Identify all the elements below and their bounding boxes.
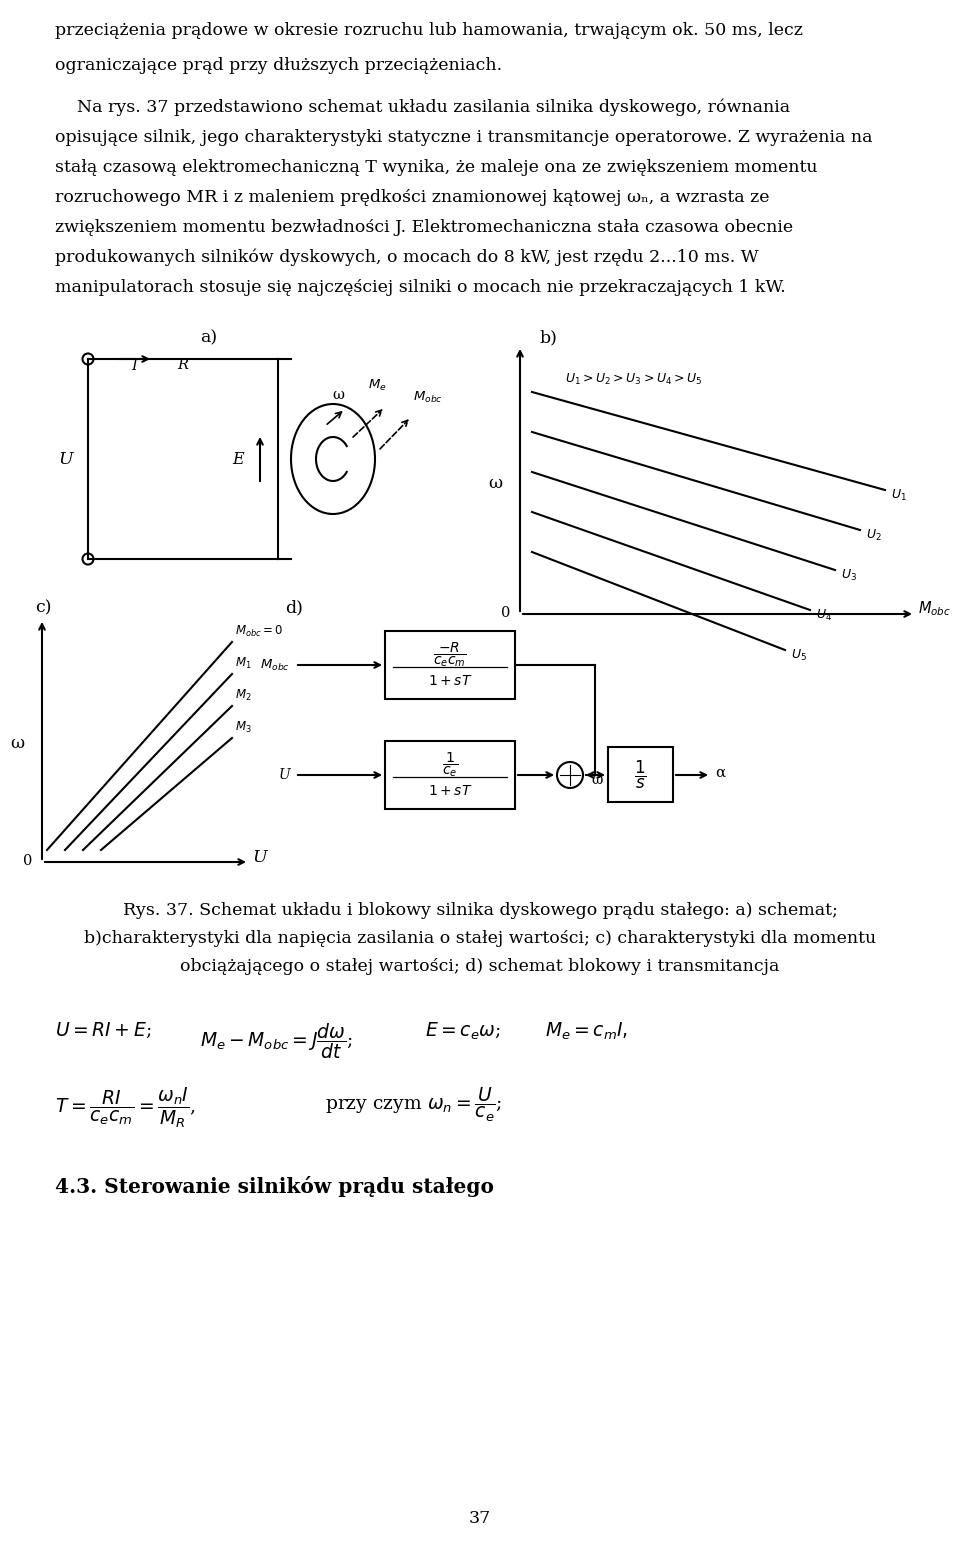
- Text: Rys. 37. Schemat układu i blokowy silnika dyskowego prądu stałego: a) schemat;: Rys. 37. Schemat układu i blokowy silnik…: [123, 903, 837, 920]
- Text: $1+sT$: $1+sT$: [428, 674, 472, 688]
- Text: $M_1$: $M_1$: [235, 656, 252, 671]
- Text: 0: 0: [500, 606, 510, 620]
- Text: I: I: [132, 360, 137, 373]
- Text: obciążającego o stałej wartości; d) schemat blokowy i transmitancja: obciążającego o stałej wartości; d) sche…: [180, 958, 780, 975]
- Text: ω: ω: [488, 475, 502, 492]
- Text: $\dfrac{-R}{c_e c_m}$: $\dfrac{-R}{c_e c_m}$: [433, 640, 467, 670]
- Text: $U_3$: $U_3$: [841, 568, 857, 583]
- Text: 37: 37: [468, 1511, 492, 1528]
- Text: b)charakterystyki dla napięcia zasilania o stałej wartości; c) charakterystyki d: b)charakterystyki dla napięcia zasilania…: [84, 930, 876, 947]
- Text: $U_2$: $U_2$: [866, 528, 881, 543]
- Text: zwiększeniem momentu bezwładności J. Elektromechaniczna stała czasowa obecnie: zwiększeniem momentu bezwładności J. Ele…: [55, 219, 793, 236]
- Text: d): d): [285, 599, 302, 616]
- Text: $T = \dfrac{RI}{c_e c_m} = \dfrac{\omega_n I}{M_R}$,: $T = \dfrac{RI}{c_e c_m} = \dfrac{\omega…: [55, 1086, 196, 1131]
- Text: ω: ω: [10, 736, 24, 753]
- Text: $M_e = c_m I,$: $M_e = c_m I,$: [545, 1021, 628, 1043]
- Text: Na rys. 37 przedstawiono schemat układu zasilania silnika dyskowego, równania: Na rys. 37 przedstawiono schemat układu …: [55, 99, 790, 117]
- Text: manipulatorach stosuje się najczęściej silniki o mocach nie przekraczających 1 k: manipulatorach stosuje się najczęściej s…: [55, 279, 785, 296]
- Text: U: U: [252, 849, 267, 866]
- Bar: [608, 747, 673, 802]
- Text: $E = c_e\omega$;: $E = c_e\omega$;: [425, 1021, 501, 1043]
- Text: przeciążenia prądowe w okresie rozruchu lub hamowania, trwającym ok. 50 ms, lecz: przeciążenia prądowe w okresie rozruchu …: [55, 22, 803, 39]
- Text: opisujące silnik, jego charakterystyki statyczne i transmitancje operatorowe. Z : opisujące silnik, jego charakterystyki s…: [55, 130, 873, 147]
- Text: $M_2$: $M_2$: [235, 688, 252, 704]
- Text: $\dfrac{1}{c_e}$: $\dfrac{1}{c_e}$: [442, 750, 458, 779]
- Text: przy czym $\omega_n = \dfrac{U}{c_e}$;: przy czym $\omega_n = \dfrac{U}{c_e}$;: [325, 1086, 502, 1125]
- Bar: [385, 631, 515, 699]
- Text: produkowanych silników dyskowych, o mocach do 8 kW, jest rzędu 2...10 ms. W: produkowanych silników dyskowych, o moca…: [55, 248, 758, 267]
- Text: ograniczające prąd przy dłuższych przeciążeniach.: ograniczające prąd przy dłuższych przeci…: [55, 57, 502, 74]
- Text: $U_1$: $U_1$: [891, 488, 907, 503]
- Bar: [385, 741, 515, 809]
- Text: $U_5$: $U_5$: [791, 648, 807, 662]
- Text: $M_{obc}=0$: $M_{obc}=0$: [235, 623, 283, 639]
- Text: R: R: [178, 358, 188, 372]
- Text: U: U: [59, 451, 73, 468]
- Text: $U = RI + E$;: $U = RI + E$;: [55, 1021, 152, 1040]
- Text: rozruchowego MR i z maleniem prędkości znamionowej kątowej ωₙ, a wzrasta ze: rozruchowego MR i z maleniem prędkości z…: [55, 188, 770, 207]
- Text: c): c): [35, 599, 52, 616]
- Text: ω: ω: [332, 387, 344, 403]
- Text: a): a): [200, 329, 217, 346]
- Text: $M_{obc}$: $M_{obc}$: [413, 390, 443, 404]
- Text: U: U: [278, 768, 290, 782]
- Text: $\dfrac{1}{s}$: $\dfrac{1}{s}$: [634, 759, 646, 792]
- Text: α: α: [715, 765, 725, 781]
- Text: $M_{obc}$: $M_{obc}$: [260, 657, 290, 673]
- Text: 0: 0: [23, 853, 32, 869]
- Text: $M_{obc}$: $M_{obc}$: [918, 600, 951, 619]
- Text: 4.3. Sterowanie silników prądu stałego: 4.3. Sterowanie silników prądu stałego: [55, 1176, 494, 1197]
- Text: $M_e - M_{obc} = J\dfrac{d\omega}{dt}$;: $M_e - M_{obc} = J\dfrac{d\omega}{dt}$;: [200, 1021, 353, 1062]
- Text: stałą czasową elektromechaniczną T wynika, że maleje ona ze zwiększeniem momentu: stałą czasową elektromechaniczną T wynik…: [55, 159, 818, 176]
- Text: $1+sT$: $1+sT$: [428, 784, 472, 798]
- Text: b): b): [540, 329, 558, 346]
- Text: $U_1>U_2>U_3>U_4>U_5$: $U_1>U_2>U_3>U_4>U_5$: [565, 372, 703, 387]
- Text: $M_e$: $M_e$: [368, 378, 386, 393]
- Text: $U_4$: $U_4$: [816, 608, 832, 622]
- Text: $M_3$: $M_3$: [235, 721, 252, 734]
- Text: ω: ω: [591, 773, 602, 787]
- Text: E: E: [232, 451, 244, 468]
